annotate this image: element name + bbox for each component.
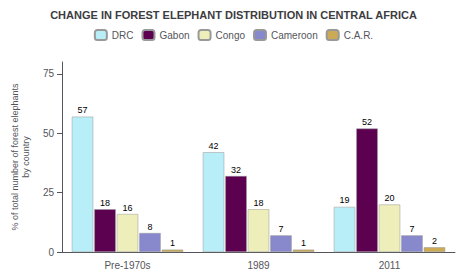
svg-text:50: 50	[43, 128, 55, 139]
svg-text:CHANGE IN FOREST ELEPHANT DIST: CHANGE IN FOREST ELEPHANT DISTRIBUTION I…	[50, 9, 417, 21]
svg-text:Gabon: Gabon	[160, 30, 190, 41]
svg-text:32: 32	[231, 165, 241, 175]
svg-text:1: 1	[301, 238, 306, 248]
svg-text:0: 0	[48, 247, 54, 258]
svg-text:Cameroon: Cameroon	[271, 30, 318, 41]
svg-text:DRC: DRC	[112, 30, 134, 41]
svg-text:16: 16	[122, 203, 132, 213]
svg-text:C.A.R.: C.A.R.	[344, 30, 373, 41]
svg-text:18: 18	[253, 198, 263, 208]
svg-text:75: 75	[43, 68, 55, 79]
svg-text:1: 1	[170, 238, 175, 248]
svg-text:2: 2	[432, 236, 437, 246]
svg-text:8: 8	[147, 222, 152, 232]
svg-text:Congo: Congo	[216, 30, 246, 41]
svg-text:7: 7	[278, 224, 283, 234]
svg-text:7: 7	[409, 224, 414, 234]
svg-text:Pre-1970s: Pre-1970s	[104, 260, 150, 271]
svg-text:19: 19	[340, 195, 350, 205]
svg-text:2011: 2011	[379, 260, 401, 271]
svg-text:18: 18	[100, 198, 110, 208]
svg-text:% of total number of forest el: % of total number of forest elephants	[10, 83, 20, 231]
svg-text:57: 57	[78, 105, 88, 115]
svg-text:1989: 1989	[247, 260, 270, 271]
svg-text:by country: by country	[21, 136, 31, 178]
svg-text:42: 42	[209, 141, 219, 151]
svg-text:25: 25	[43, 187, 55, 198]
svg-text:52: 52	[362, 117, 372, 127]
svg-text:20: 20	[384, 193, 394, 203]
